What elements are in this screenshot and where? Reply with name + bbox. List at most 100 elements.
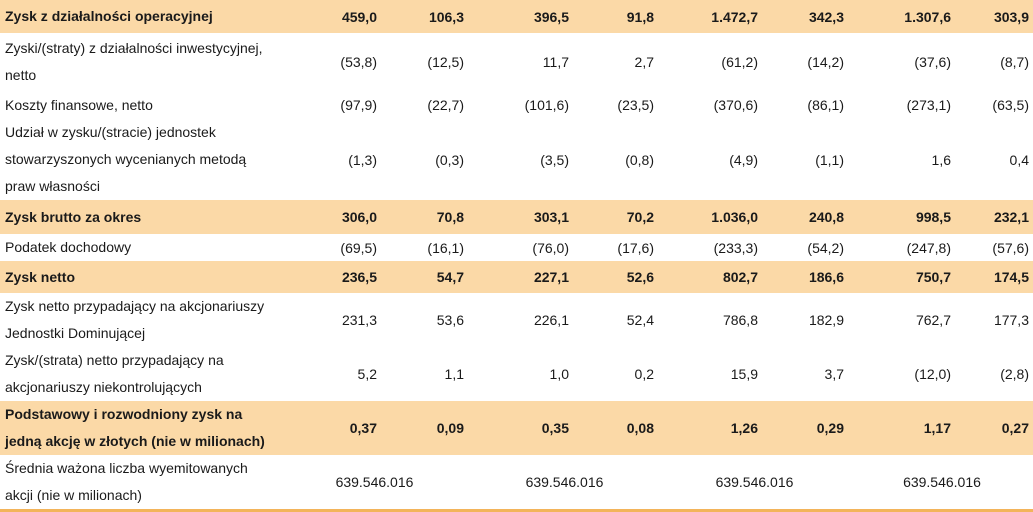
value-cell: 1.036,0	[658, 200, 762, 234]
value-cell: 0,08	[573, 401, 658, 455]
value-cell: (54,2)	[807, 239, 844, 256]
value-cell: 11,7	[542, 54, 569, 70]
value-cell: 802,7	[658, 261, 762, 293]
value-cell: 174,5	[955, 261, 1033, 293]
value-cell: (247,8)	[906, 239, 951, 256]
row-income-tax: Podatek dochodowy (69,5) (16,1) (76,0) (17,6…	[0, 234, 1033, 261]
value-cell: (16,1)	[427, 239, 464, 256]
row-net-profit: Zysk netto 236,5 54,7 227,1 52,6 802,7 186,6 75…	[0, 261, 1033, 293]
row-finance-costs: Koszty finansowe, netto (97,9) (22,7) (101,…	[0, 91, 1033, 119]
value-cell: 0,35	[468, 401, 573, 455]
value-cell: 750,7	[848, 261, 955, 293]
value-cell: 396,5	[468, 0, 573, 33]
value-cell: (1,1)	[815, 151, 844, 168]
row-label: Średnia ważona liczba wyemitowanych akcj…	[0, 455, 278, 512]
value-cell: 226,1	[533, 312, 569, 328]
value-cell: 91,8	[573, 0, 658, 33]
value-cell: 2,7	[634, 54, 654, 70]
value-cell: (97,9)	[340, 97, 377, 113]
value-cell: 303,9	[955, 0, 1033, 33]
value-cell: (2,8)	[1000, 366, 1029, 382]
value-cell: 52,4	[626, 312, 654, 328]
value-cell: 3,7	[824, 366, 844, 382]
row-label: Zysk netto	[0, 261, 278, 293]
value-cell: 70,2	[573, 200, 658, 234]
value-cell: 1,0	[549, 366, 569, 382]
value-cell: (23,5)	[617, 97, 654, 113]
value-cell: 177,3	[993, 312, 1029, 328]
value-cell: 106,3	[381, 0, 468, 33]
value-cell: (17,6)	[617, 239, 654, 256]
value-cell: (273,1)	[906, 97, 951, 113]
value-cell: 186,6	[762, 261, 848, 293]
row-label: Zyski/(straty) z działalności inwestycyj…	[5, 40, 263, 83]
value-cell: (12,5)	[427, 54, 464, 70]
row-weighted-shares: Średnia ważona liczba wyemitowanych akcj…	[0, 455, 1033, 512]
value-cell: 1.307,6	[848, 0, 955, 33]
row-label: Zysk/(strata) netto przypadający na akcj…	[5, 352, 224, 395]
value-cell: 998,5	[848, 200, 955, 234]
value-cell: 182,9	[808, 312, 844, 328]
value-cell: 459,0	[278, 0, 381, 33]
value-cell: (53,8)	[340, 54, 377, 70]
value-cell: (0,3)	[435, 151, 464, 168]
value-cell: 0,2	[634, 366, 654, 382]
value-cell: (57,6)	[992, 239, 1029, 256]
value-cell: 303,1	[468, 200, 573, 234]
value-cell: (76,0)	[532, 239, 569, 256]
value-cell: 54,7	[381, 261, 468, 293]
value-cell: 786,8	[722, 312, 758, 328]
row-eps: Podstawowy i rozwodniony zysk na jedną a…	[0, 401, 1033, 455]
value-cell: 0,29	[762, 401, 848, 455]
value-cell: (63,5)	[992, 97, 1029, 113]
value-cell: 240,8	[762, 200, 848, 234]
value-cell: 0,4	[1009, 151, 1029, 168]
value-cell: 227,1	[468, 261, 573, 293]
value-cell: (8,7)	[1000, 54, 1029, 70]
value-cell: 15,9	[730, 366, 758, 382]
row-label: Zysk netto przypadający na akcjonariuszy…	[5, 298, 265, 341]
value-cell: (12,0)	[914, 366, 951, 382]
value-cell: 5,2	[357, 366, 377, 382]
value-cell: 342,3	[762, 0, 848, 33]
value-cell: 306,0	[278, 200, 381, 234]
row-label: Zysk brutto za okres	[0, 200, 278, 234]
value-cell: 1,17	[848, 401, 955, 455]
value-cell: 70,8	[381, 200, 468, 234]
row-gross-profit: Zysk brutto za okres 306,0 70,8 303,1 70,2 1.…	[0, 200, 1033, 234]
row-net-profit-nci: Zysk/(strata) netto przypadający na akcj…	[0, 347, 1033, 401]
value-cell: (22,7)	[427, 97, 464, 113]
value-cell: (4,9)	[729, 151, 758, 168]
row-label: Zysk z działalności operacyjnej	[0, 0, 278, 33]
row-label: Koszty finansowe, netto	[5, 96, 153, 113]
value-cell: 1,1	[444, 366, 464, 382]
value-cell: (0,8)	[625, 151, 654, 168]
value-cell: (37,6)	[914, 54, 951, 70]
shares-value-cell: 639.546.016	[848, 455, 1033, 512]
value-cell: (370,6)	[713, 97, 758, 113]
value-cell: 52,6	[573, 261, 658, 293]
value-cell: 0,09	[381, 401, 468, 455]
shares-value-cell: 639.546.016	[658, 455, 848, 512]
row-operating-profit: Zysk z działalności operacyjnej 459,0 106,…	[0, 0, 1033, 33]
value-cell: 231,3	[341, 312, 377, 328]
shares-value-cell: 639.546.016	[278, 455, 468, 512]
row-label: Podatek dochodowy	[5, 239, 132, 255]
row-label: Udział w zysku/(stracie) jednostek stowa…	[5, 124, 247, 194]
value-cell: (61,2)	[721, 54, 758, 70]
row-label: Podstawowy i rozwodniony zysk na jedną a…	[0, 401, 278, 455]
shares-value-cell: 639.546.016	[468, 455, 658, 512]
value-cell: 1,6	[931, 151, 951, 168]
value-cell: 1.472,7	[658, 0, 762, 33]
value-cell: 762,7	[915, 312, 951, 328]
value-cell: (3,5)	[540, 151, 569, 168]
row-associates-share: Udział w zysku/(stracie) jednostek stowa…	[0, 119, 1033, 200]
value-cell: (14,2)	[807, 54, 844, 70]
value-cell: 53,6	[436, 312, 464, 328]
value-cell: (101,6)	[524, 97, 569, 113]
value-cell: 232,1	[955, 200, 1033, 234]
row-net-profit-parent: Zysk netto przypadający na akcjonariuszy…	[0, 293, 1033, 347]
value-cell: (86,1)	[807, 97, 844, 113]
